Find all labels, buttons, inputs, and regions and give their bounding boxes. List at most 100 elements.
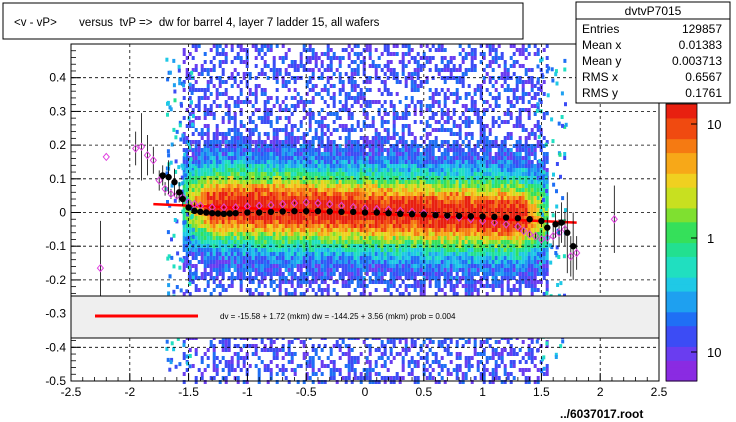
color-scale-band (666, 263, 697, 271)
profile-open-point (314, 198, 322, 208)
profile-black-point (514, 215, 522, 222)
color-scale-band (666, 297, 697, 306)
color-scale-band (666, 110, 697, 119)
color-scale-frame (665, 103, 698, 382)
stats-label: Mean y (582, 54, 621, 68)
profile-black-point (214, 210, 222, 217)
x-tick-label: 0.5 (415, 385, 432, 399)
profile-open-point (543, 233, 551, 243)
profile-black-point (444, 212, 451, 219)
title-box: <v - vP> versus tvP => dw for barrel 4, … (2, 2, 524, 40)
y-tick-label: -0.4 (45, 340, 66, 354)
color-scale-band (666, 291, 697, 299)
y-tick-label: -0.5 (45, 374, 66, 388)
z-tick-label: 1 (707, 231, 714, 246)
color-scale-band (666, 256, 697, 264)
stats-label: Entries (582, 22, 619, 36)
color-scale-band (666, 353, 697, 361)
profile-open-point (190, 199, 199, 209)
profile-black-point (558, 219, 565, 226)
footer-filename: ../6037017.root (560, 407, 643, 421)
color-scale-band (666, 194, 697, 202)
profile-open-point (290, 198, 299, 208)
profile-black-point (226, 210, 233, 217)
fit-legend: dv = -15.58 + 1.72 (mkm) dw = -144.25 + … (70, 295, 660, 339)
profile-black-point (314, 207, 322, 215)
profile-open-point (155, 176, 163, 185)
fit-legend-text: dv = -15.58 + 1.72 (mkm) dw = -144.25 + … (220, 312, 456, 321)
profile-black-point (373, 209, 380, 216)
x-tick-label: 0 (362, 385, 369, 399)
color-scale: 10 1 10 (665, 103, 721, 382)
color-scale-band (666, 318, 697, 327)
stats-value: 0.01383 (679, 38, 723, 52)
profile-black-series (159, 160, 577, 280)
profile-black-point (175, 189, 183, 196)
color-scale-band (666, 152, 697, 160)
profile-black-point (491, 213, 498, 221)
stats-name: dvtvP7015 (625, 4, 682, 18)
y-tick-label: 0.1 (49, 172, 66, 186)
profile-black-point (171, 178, 178, 186)
profile-black-point (397, 210, 404, 218)
profile-open-point (143, 150, 152, 160)
profile-black-point (232, 209, 239, 217)
profile-black-point (179, 195, 186, 203)
profile-black-point (255, 209, 263, 216)
y-tick-label: 0.3 (49, 104, 66, 118)
profile-open-point (478, 216, 487, 226)
color-scale-band (666, 311, 697, 320)
profile-open-point (96, 263, 105, 273)
x-tick-label: 2 (597, 385, 604, 399)
profile-open-point (161, 184, 169, 194)
color-scale-band (666, 332, 697, 340)
profile-open-point (520, 226, 528, 236)
profile-black-point (420, 211, 427, 218)
color-scale-band (666, 242, 697, 250)
color-scale-band (666, 207, 697, 216)
stats-label: RMS y (582, 86, 618, 100)
profile-open-point (149, 155, 157, 165)
color-scale-band (666, 166, 697, 174)
stats-label: RMS x (582, 70, 618, 84)
color-scale-band (666, 325, 697, 334)
color-scale-band (666, 374, 697, 382)
profile-open-point (537, 235, 546, 244)
profile-open-point (132, 144, 140, 153)
x-tick-label: -0.5 (296, 385, 317, 399)
profile-black-point (544, 224, 551, 231)
profile-black-point (467, 213, 475, 220)
color-scale-band (666, 180, 697, 188)
profile-black-point (350, 208, 357, 216)
profile-open-point (102, 152, 110, 162)
profile-open-point (531, 231, 540, 241)
profile-black-point (338, 208, 345, 216)
stats-value: 0.003713 (672, 54, 722, 68)
profile-open-point (525, 230, 534, 239)
x-tick-label: 2.5 (651, 385, 668, 399)
color-scale-band (666, 145, 697, 154)
profile-black-point (165, 173, 172, 181)
profile-open-point (279, 199, 287, 209)
color-scale-band (666, 277, 697, 285)
profile-black-point (564, 229, 571, 236)
profile-open-point (573, 248, 581, 258)
profile-black-point (203, 209, 210, 216)
stats-value: 0.1761 (685, 86, 722, 100)
x-tick-label: -2.5 (61, 385, 82, 399)
axis-ticks: -2.5 -2 -1.5 -1 -0.5 0 0.5 1 1.5 2 2.5 -0.5 -0.4 -0.3… (45, 43, 668, 399)
z-tick-label: 10 (707, 345, 721, 360)
color-scale-band (666, 187, 697, 195)
color-scale-band (666, 214, 697, 223)
profile-open-point (302, 198, 310, 207)
profile-black-point (197, 208, 204, 216)
color-scale-band (666, 124, 697, 133)
profile-black-point (455, 212, 463, 220)
x-tick-label: 1.5 (533, 385, 550, 399)
y-tick-label: -0.1 (45, 239, 66, 253)
profile-black-point (432, 211, 439, 219)
stats-label: Mean x (582, 38, 621, 52)
color-scale-band (666, 284, 697, 292)
stats-box: dvtvP7015 Entries 129857 Mean x 0.01383 Mean… (575, 1, 731, 104)
y-tick-label: -0.3 (45, 307, 66, 321)
